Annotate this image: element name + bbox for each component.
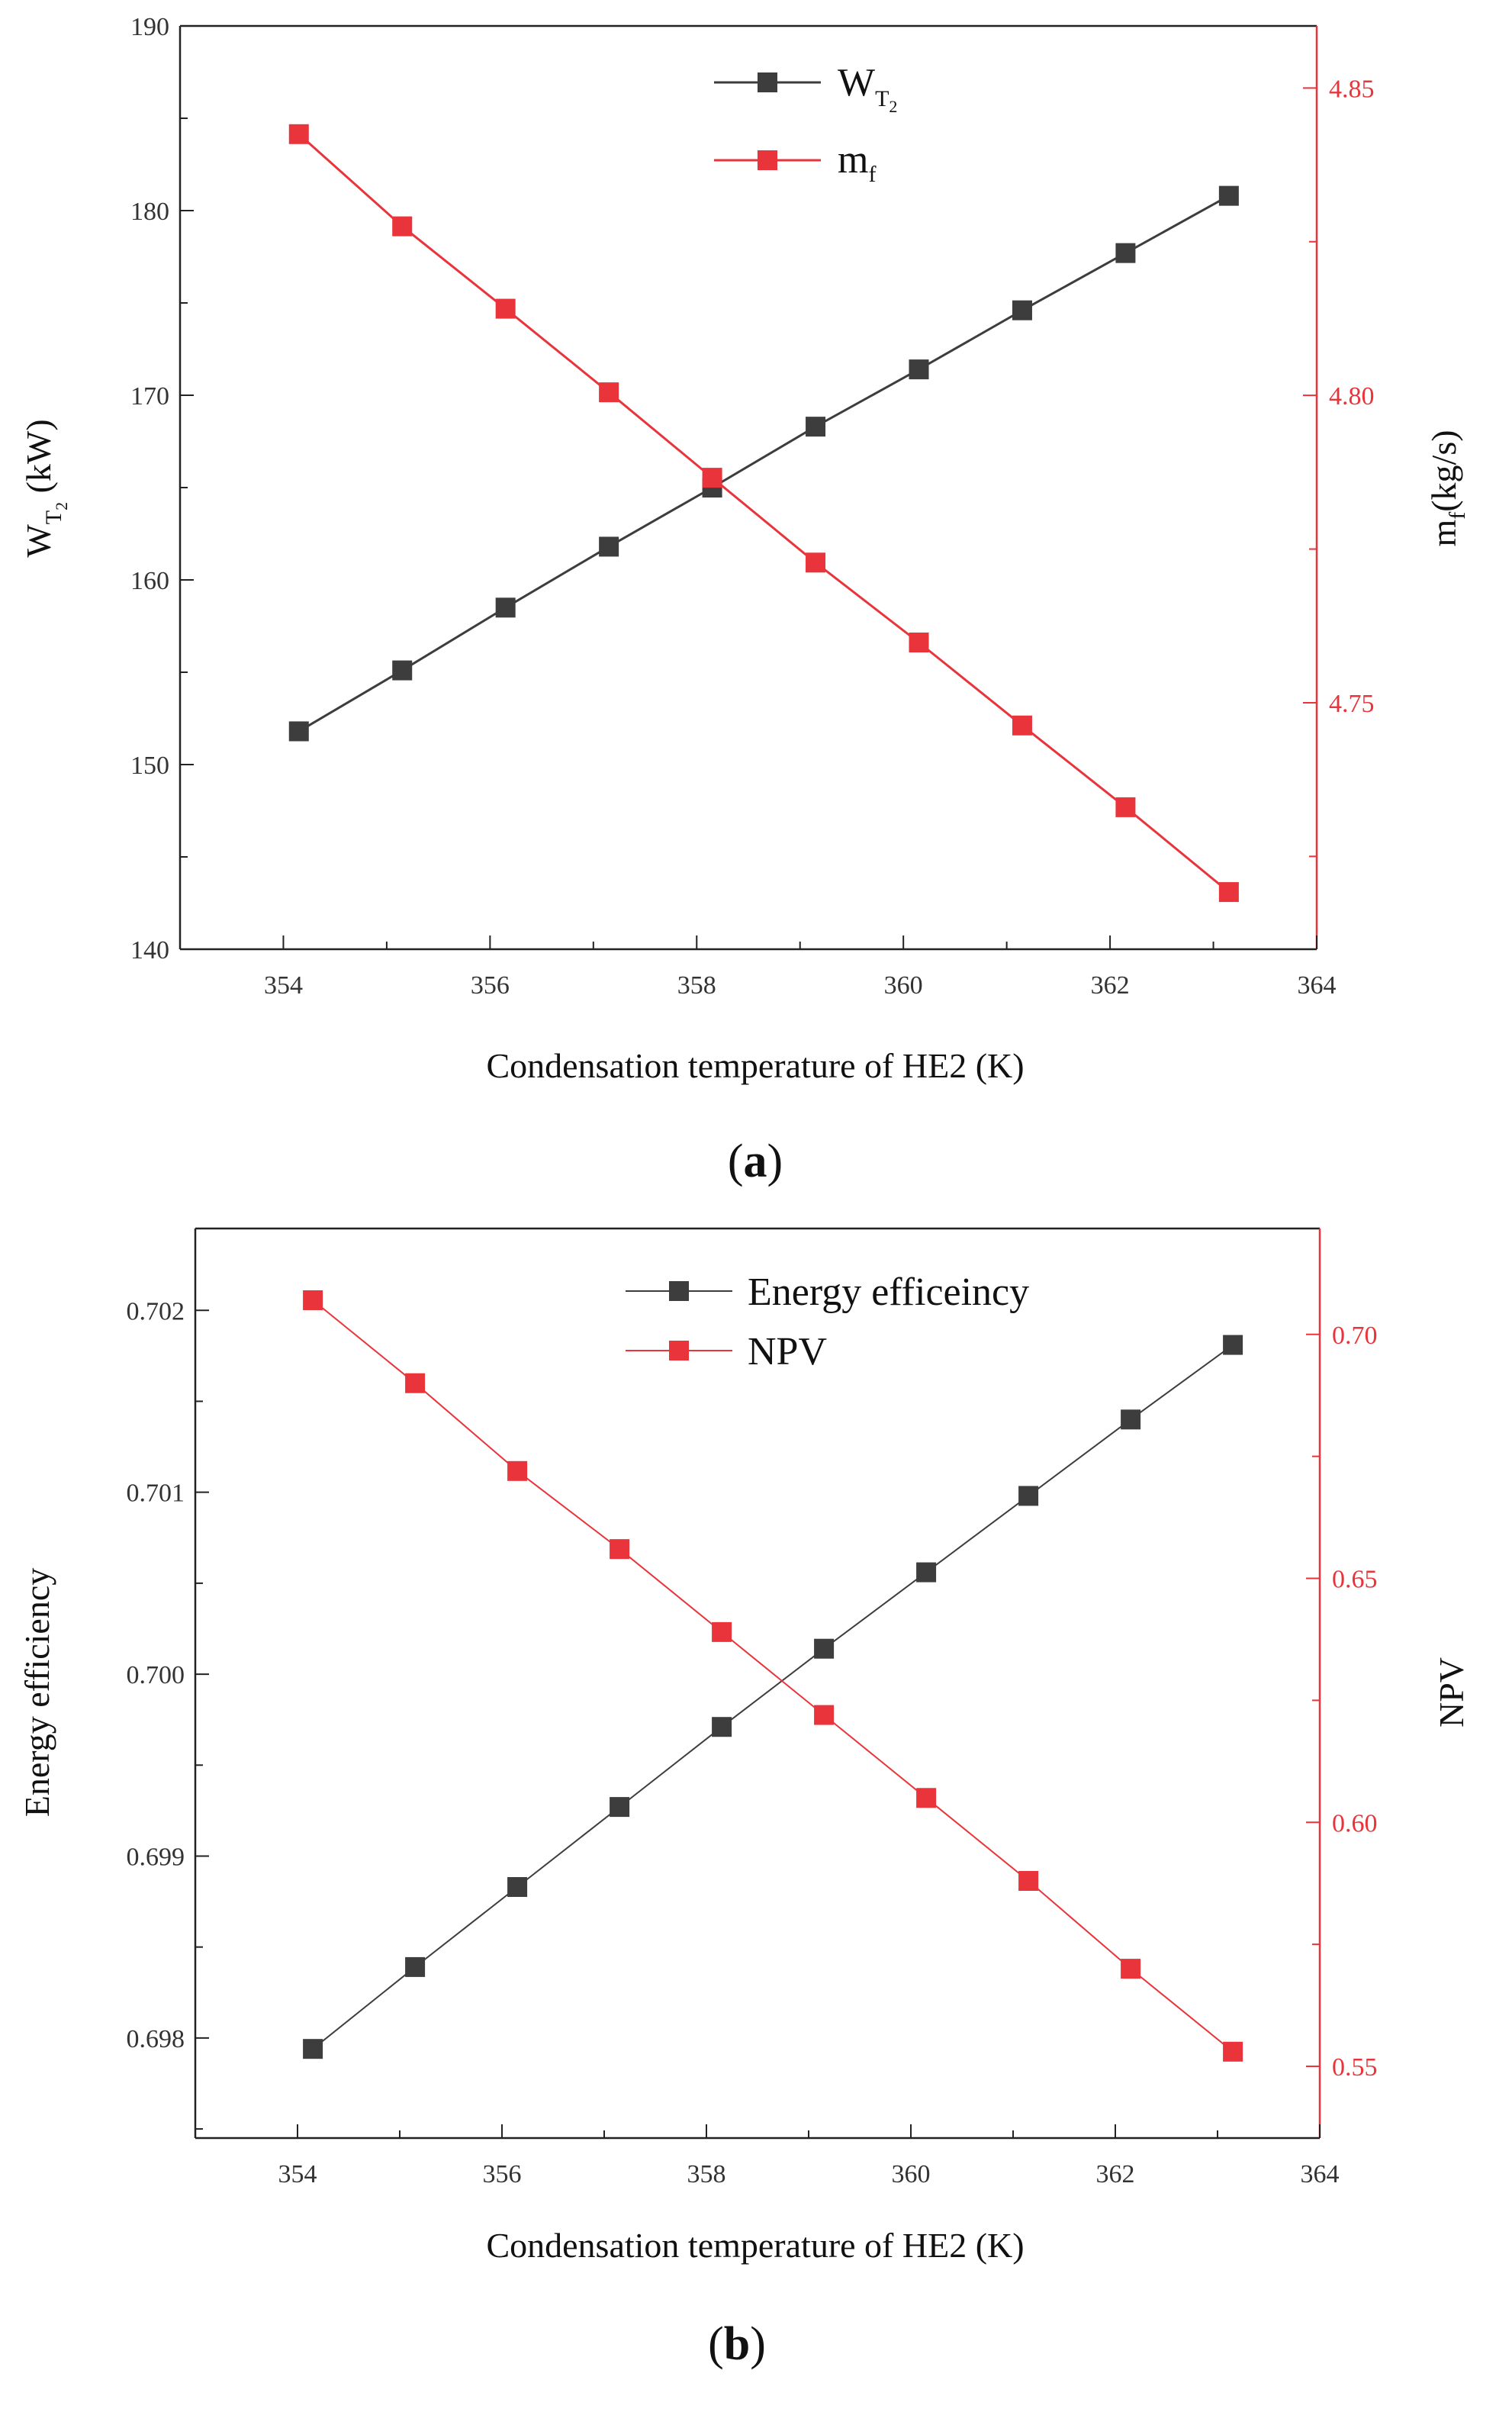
chart-b-x-tick-label: 356 (483, 2160, 522, 2188)
chart-b-point-0 (303, 2039, 323, 2059)
chart-a-point-1 (1012, 715, 1032, 736)
chart-b-x-tick-label: 360 (892, 2160, 931, 2188)
chart-a-point-1 (495, 298, 516, 319)
chart-b-point-1 (916, 1788, 937, 1808)
chart-panel-b: 354 356 358 360 362 364 0.698 0.699 0.700 0.701 0.… (18, 1227, 1471, 2370)
chart-b-y-right-tick-label: 0.65 (1332, 1566, 1378, 1594)
chart-b-x-tick-label: 362 (1096, 2160, 1135, 2188)
chart-b-y-left-tick-label: 0.700 (127, 1661, 185, 1689)
chart-b-y-right-tick-label: 0.55 (1332, 2053, 1378, 2082)
chart-b-point-0 (507, 1877, 528, 1898)
chart-a-y-right-tick-label: 4.80 (1329, 382, 1375, 411)
chart-a-x-tick-label: 356 (471, 971, 510, 1000)
chart-a-y-left-tick-label: 190 (130, 13, 169, 41)
chart-b-series (303, 1290, 1243, 2062)
chart-b-series-line-1 (312, 1299, 1234, 2053)
chart-a-point-0 (909, 359, 929, 380)
chart-b-ylabel-left: Energy efficiency (18, 1568, 56, 1818)
chart-a-ylabel-right: mf(kg/s) (1424, 430, 1470, 546)
chart-b-y-right-tick-label: 0.60 (1332, 1809, 1378, 1837)
chart-a-point-0 (288, 721, 309, 742)
chart-a-y-left-tick-label: 150 (130, 752, 169, 780)
chart-a-series-line-1 (298, 133, 1230, 894)
chart-b-point-0 (712, 1717, 732, 1737)
chart-b-series-line-0 (312, 1344, 1234, 2050)
chart-a-series-line-0 (298, 195, 1230, 733)
chart-b-point-1 (507, 1460, 528, 1481)
chart-b-y-left-tick-label: 0.698 (127, 2025, 185, 2053)
legend-b-marker-npv (669, 1341, 689, 1361)
chart-a-point-0 (1115, 243, 1136, 263)
legend-b-label-ee: Energy efficeincy (748, 1270, 1029, 1314)
chart-panel-a: 354 356 358 360 362 364 140 150 160 170 180 190 4.75… (19, 13, 1470, 1187)
panel-a-label: (a) (728, 1135, 783, 1187)
chart-b-y-left-tick-label: 0.701 (127, 1480, 185, 1508)
chart-b-x-tick-label: 354 (278, 2160, 317, 2188)
chart-b-point-0 (814, 1638, 835, 1659)
chart-b-point-0 (1018, 1486, 1039, 1506)
chart-b-point-1 (610, 1539, 630, 1560)
chart-a-axes: 354 356 358 360 362 364 140 150 160 170 180 190 4.75… (130, 13, 1375, 1000)
chart-b-ylabel-right: NPV (1432, 1657, 1471, 1728)
chart-a-x-tick-label: 360 (884, 971, 923, 1000)
chart-b-x-tick-label: 364 (1301, 2160, 1340, 2188)
chart-a-point-1 (909, 633, 929, 653)
chart-a-point-1 (1218, 882, 1239, 903)
chart-b-y-left-tick-label: 0.702 (127, 1297, 185, 1325)
legend-a-label-w: WT2 (838, 61, 897, 116)
chart-b-y-left-tick-label: 0.699 (127, 1843, 185, 1871)
chart-a-x-tick-label: 354 (264, 971, 303, 1000)
chart-a-y-left-tick-label: 180 (130, 198, 169, 226)
chart-a-point-1 (1115, 797, 1136, 817)
chart-a-point-1 (599, 382, 619, 403)
legend-a-marker-m (758, 150, 777, 170)
chart-a-y-left-tick-label: 170 (130, 382, 169, 411)
chart-a-ylabel-left: WT2 (kW) (19, 419, 71, 557)
chart-a-y-left-tick-label: 160 (130, 567, 169, 595)
chart-a-point-1 (392, 216, 413, 237)
chart-a-y-left-tick-label: 140 (130, 936, 169, 964)
chart-a-point-1 (288, 124, 309, 144)
chart-a-x-tick-label: 358 (677, 971, 716, 1000)
chart-b-point-0 (1223, 1335, 1243, 1355)
legend-b-label-npv: NPV (748, 1330, 827, 1373)
chart-b-point-0 (1121, 1409, 1141, 1430)
chart-a-point-0 (599, 536, 619, 557)
chart-b-point-1 (1223, 2041, 1243, 2062)
panel-b-label: (b) (708, 2318, 766, 2370)
chart-b-point-1 (303, 1290, 323, 1311)
chart-b-point-0 (405, 1956, 426, 1977)
chart-a-x-tick-label: 362 (1091, 971, 1130, 1000)
chart-a-y-right-tick-label: 4.85 (1329, 75, 1375, 103)
chart-b-axes: 354 356 358 360 362 364 0.698 0.699 0.700 0.701 0.… (127, 1227, 1378, 2188)
chart-a-point-0 (495, 597, 516, 618)
chart-b-point-0 (610, 1797, 630, 1818)
chart-b-point-1 (1121, 1959, 1141, 1979)
chart-a-point-1 (806, 552, 826, 573)
legend-a-marker-w (758, 72, 777, 92)
chart-a-series (288, 124, 1239, 903)
chart-b-y-right-tick-label: 0.70 (1332, 1322, 1378, 1350)
chart-b-point-1 (712, 1621, 732, 1642)
chart-a-point-0 (392, 660, 413, 681)
chart-b-point-0 (916, 1562, 937, 1583)
chart-b-point-1 (1018, 1870, 1039, 1891)
chart-a-point-0 (806, 417, 826, 437)
chart-b-legend: Energy efficeincy NPV (626, 1270, 1029, 1373)
chart-a-legend: WT2 mf (714, 61, 897, 187)
chart-a-y-right-tick-label: 4.75 (1329, 690, 1375, 718)
chart-b-point-1 (814, 1705, 835, 1725)
chart-b-point-1 (405, 1373, 426, 1393)
chart-b-x-tick-label: 358 (687, 2160, 726, 2188)
chart-a-point-0 (1012, 300, 1032, 320)
chart-b-xlabel: Condensation temperature of HE2 (K) (486, 2226, 1024, 2265)
chart-a-xlabel: Condensation temperature of HE2 (K) (486, 1046, 1024, 1085)
chart-a-point-1 (702, 468, 722, 488)
chart-a-point-0 (1218, 185, 1239, 206)
legend-a-label-m: mf (838, 138, 876, 187)
chart-a-x-tick-label: 364 (1298, 971, 1337, 1000)
legend-b-marker-ee (669, 1281, 689, 1301)
